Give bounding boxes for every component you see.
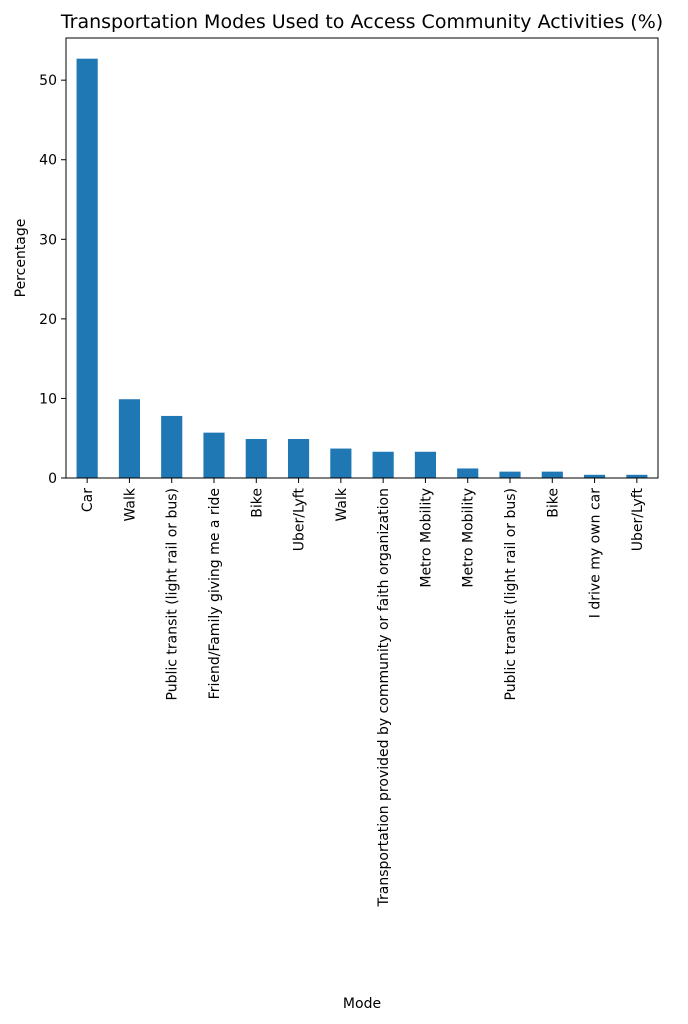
x-axis-label: Mode — [343, 996, 381, 1012]
x-tick-label: Public transit (light rail or bus) — [503, 488, 519, 701]
y-axis: 0 10 20 30 40 50 — [39, 73, 66, 487]
y-tick-label: 10 — [39, 391, 57, 407]
bar — [330, 448, 352, 478]
x-tick-label: Friend/Family giving me a ride — [207, 488, 223, 699]
x-tick-label: Bike — [545, 488, 561, 518]
bar — [372, 451, 394, 478]
bar — [584, 474, 606, 478]
bar — [457, 468, 479, 478]
bars — [76, 58, 648, 478]
y-tick-label: 40 — [39, 153, 57, 169]
x-tick-label: Metro Mobility — [418, 488, 434, 588]
bar — [626, 474, 648, 478]
x-axis: Car Walk Public transit (light rail or bus… — [80, 478, 646, 908]
x-tick-label: Transportation provided by community or … — [376, 488, 392, 908]
y-axis-label: Percentage — [13, 219, 29, 298]
x-tick-label: Walk — [334, 487, 350, 521]
bar — [203, 432, 225, 478]
bar — [118, 399, 140, 478]
x-tick-label: I drive my own car — [588, 488, 604, 618]
x-tick-label: Uber/Lyft — [292, 488, 308, 552]
y-tick-label: 0 — [48, 471, 57, 487]
bar — [541, 471, 563, 478]
bar — [499, 471, 521, 478]
x-tick-label: Walk — [122, 487, 138, 521]
x-tick-label: Metro Mobility — [461, 488, 477, 588]
y-tick-label: 30 — [39, 232, 57, 248]
plot-frame — [65, 37, 659, 479]
bar — [288, 439, 310, 478]
y-tick-label: 50 — [39, 73, 57, 89]
bar — [414, 451, 436, 478]
x-tick-label: Public transit (light rail or bus) — [165, 488, 181, 701]
bar — [76, 58, 98, 478]
y-tick-label: 20 — [39, 312, 57, 328]
bar — [245, 439, 267, 478]
chart-title: Transportation Modes Used to Access Comm… — [60, 11, 663, 33]
x-tick-label: Bike — [249, 488, 265, 518]
bar — [161, 415, 183, 478]
x-tick-label: Uber/Lyft — [630, 488, 646, 552]
x-tick-label: Car — [80, 488, 96, 512]
